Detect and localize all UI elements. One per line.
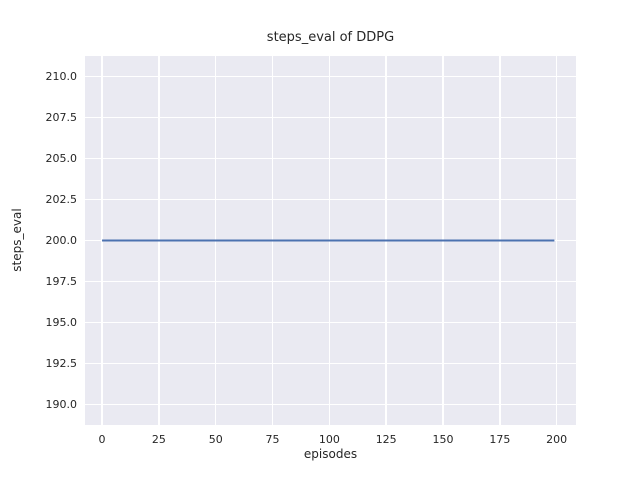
y-gridline bbox=[85, 403, 576, 406]
x-tick-label: 25 bbox=[151, 433, 166, 446]
y-gridline bbox=[85, 362, 576, 365]
y-tick-label: 202.5 bbox=[45, 193, 78, 206]
x-tick-label: 100 bbox=[318, 433, 340, 446]
y-tick-label: 197.5 bbox=[45, 275, 78, 288]
y-tick-label: 210.0 bbox=[45, 70, 78, 83]
x-tick-label: 200 bbox=[546, 433, 568, 446]
y-gridline bbox=[85, 157, 576, 160]
x-tick-label: 75 bbox=[265, 433, 280, 446]
x-tick-label: 50 bbox=[208, 433, 223, 446]
series-layer bbox=[102, 239, 555, 242]
chart-title: steps_eval of DDPG bbox=[266, 30, 395, 45]
x-tick-label: 150 bbox=[432, 433, 454, 446]
y-tick-label: 207.5 bbox=[45, 111, 78, 124]
y-tick-label: 192.5 bbox=[45, 357, 78, 370]
y-tick-label: 200.0 bbox=[45, 234, 78, 247]
y-gridline bbox=[85, 280, 576, 283]
x-tick-label: 0 bbox=[98, 433, 106, 446]
x-axis-label: episodes bbox=[303, 447, 358, 461]
y-gridline bbox=[85, 321, 576, 324]
y-tick-label: 190.0 bbox=[45, 398, 78, 411]
x-tick-label: 125 bbox=[375, 433, 397, 446]
y-gridline bbox=[85, 75, 576, 78]
y-gridline bbox=[85, 198, 576, 201]
y-tick-label: 195.0 bbox=[45, 316, 78, 329]
plot-area bbox=[85, 56, 576, 425]
y-tick-label: 205.0 bbox=[45, 152, 78, 165]
y-gridline bbox=[85, 116, 576, 119]
x-tick-label: 175 bbox=[489, 433, 511, 446]
